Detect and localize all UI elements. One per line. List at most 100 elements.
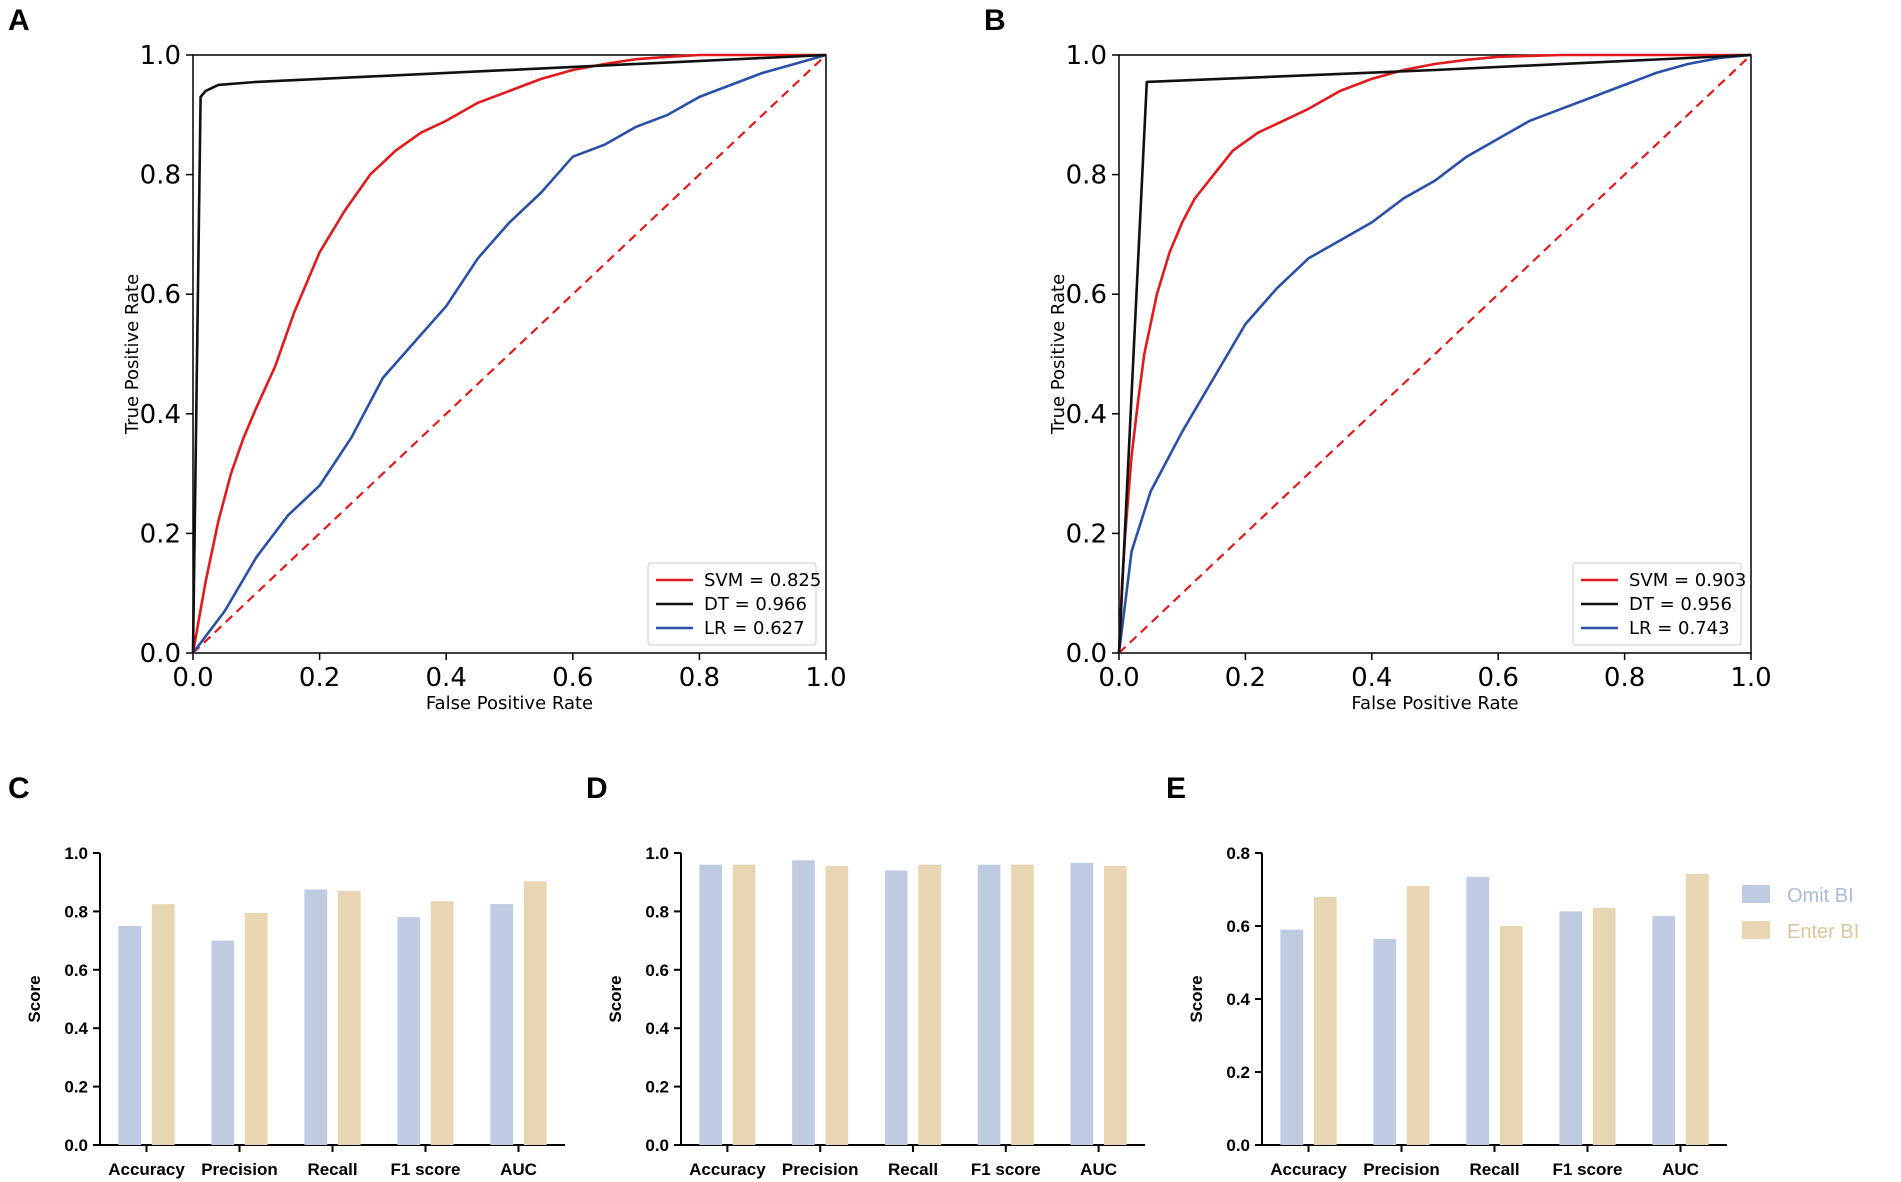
x-tick-label: 0.4: [426, 663, 467, 693]
x-tick-label: 1.0: [805, 663, 846, 693]
bar-legend: Omit BI Enter BI: [1742, 885, 1859, 943]
legend-label-lr: LR = 0.743: [1629, 618, 1730, 639]
series-line-chance: [192, 54, 827, 654]
bar-omit-bi: [118, 926, 142, 1145]
x-tick-label: F1 score: [391, 1160, 461, 1179]
bar-omit-bi: [884, 870, 908, 1145]
y-tick-label: 0.8: [140, 161, 181, 191]
y-tick-label: 0.2: [645, 1078, 669, 1097]
bar-enter-bi: [523, 881, 547, 1145]
panel-letter-d: D: [586, 772, 608, 805]
y-tick-label: 0.8: [1226, 844, 1250, 863]
bar-omit-bi: [792, 860, 815, 1145]
x-tick-label: 0.0: [172, 663, 213, 693]
series-line-chance: [1118, 54, 1752, 654]
bar-enter-bi: [151, 904, 175, 1145]
x-tick-label: 1.0: [1730, 663, 1771, 693]
x-tick-label: Accuracy: [689, 1160, 766, 1179]
legend-label-enter-bi: Enter BI: [1787, 921, 1859, 943]
panel-letter-a: A: [8, 4, 30, 37]
x-tick-label: AUC: [1662, 1160, 1699, 1179]
bar-chart-e: 0.0 0.2 0.4 0.6 0.8 Score Accuracy Precision Rec…: [1187, 844, 1727, 1179]
bar-enter-bi: [1499, 926, 1523, 1145]
y-tick-label: 1.0: [1066, 41, 1107, 71]
legend-label-svm: SVM = 0.825: [704, 570, 821, 591]
x-tick-label: F1 score: [1553, 1160, 1623, 1179]
legend-label-dt: DT = 0.956: [1629, 594, 1732, 615]
y-tick-label: 1.0: [64, 844, 88, 863]
y-tick-label: 1.0: [140, 41, 181, 71]
x-tick-label: 0.2: [299, 663, 340, 693]
x-tick-label: F1 score: [971, 1160, 1041, 1179]
legend-box: [1572, 562, 1742, 646]
panel-letter-e: E: [1166, 772, 1186, 805]
bar-chart-d: 0.0 0.2 0.4 0.6 0.8 1.0 Score Accuracy Precision…: [606, 844, 1145, 1179]
y-tick-label: 0.2: [64, 1078, 88, 1097]
y-tick-label: 0.4: [64, 1019, 88, 1038]
y-tick-label: 0.6: [1226, 917, 1250, 936]
y-tick-label: 0.8: [645, 902, 669, 921]
legend-swatch-enter-bi: [1742, 921, 1770, 939]
series-line-svm: [1117, 53, 1751, 654]
panel-letter-c: C: [8, 772, 30, 805]
legend-label-svm: SVM = 0.903: [1629, 570, 1746, 591]
bar-enter-bi: [825, 866, 849, 1145]
bar-enter-bi: [732, 864, 756, 1145]
bar-enter-bi: [244, 912, 268, 1145]
x-tick-label: Recall: [1469, 1160, 1519, 1179]
bar-enter-bi: [1685, 873, 1709, 1145]
bar-omit-bi: [397, 917, 421, 1145]
x-tick-label: Precision: [1363, 1160, 1440, 1179]
legend-label-lr: LR = 0.627: [704, 618, 805, 639]
panel-letter-b: B: [984, 4, 1006, 37]
x-tick-label: AUC: [1080, 1160, 1117, 1179]
y-tick-label: 0.2: [140, 519, 181, 549]
x-tick-label: Accuracy: [108, 1160, 185, 1179]
bar-omit-bi: [699, 864, 722, 1145]
y-axis-label: Score: [25, 975, 44, 1022]
x-tick-label: 0.0: [1098, 663, 1139, 693]
bar-enter-bi: [1011, 864, 1034, 1145]
bar-omit-bi: [1373, 938, 1397, 1145]
bar-enter-bi: [1103, 865, 1127, 1145]
series-line-dt: [191, 53, 827, 654]
bar-chart-c: 0.0 0.2 0.4 0.6 0.8 1.0 Score Accuracy Precision…: [25, 844, 565, 1179]
y-tick-label: 0.6: [645, 961, 669, 980]
x-tick-label: 0.8: [1604, 663, 1645, 693]
y-tick-label: 1.0: [645, 844, 669, 863]
y-axis-label: Score: [606, 975, 625, 1022]
y-tick-label: 0.4: [1226, 990, 1250, 1009]
y-tick-label: 0.2: [1066, 519, 1107, 549]
bar-omit-bi: [1070, 862, 1094, 1145]
series-line-svm: [191, 53, 826, 654]
roc-chart-b: 0.0 0.2 0.4 0.6 0.8 1.0 0.0 0.2 0.4 0.6 0.8 1.0 Fals…: [1048, 41, 1772, 714]
bar-omit-bi: [304, 889, 328, 1145]
legend-box: [647, 562, 817, 646]
y-tick-label: 0.0: [140, 639, 181, 669]
bar-enter-bi: [430, 901, 454, 1145]
y-axis-label: True Positive Rate: [1048, 274, 1069, 435]
bar-enter-bi: [918, 864, 941, 1145]
y-tick-label: 0.6: [64, 961, 88, 980]
x-tick-label: Precision: [201, 1160, 278, 1179]
bar-omit-bi: [1466, 876, 1490, 1145]
y-tick-label: 0.8: [1066, 161, 1107, 191]
y-axis-label: True Positive Rate: [122, 274, 143, 435]
bar-omit-bi: [1280, 929, 1304, 1145]
y-tick-label: 0.0: [1226, 1136, 1250, 1155]
x-tick-label: 0.8: [679, 663, 720, 693]
bar-enter-bi: [1592, 907, 1616, 1146]
x-tick-label: Recall: [888, 1160, 938, 1179]
y-tick-label: 0.6: [1066, 280, 1107, 310]
bar-omit-bi: [211, 940, 235, 1145]
y-tick-label: 0.4: [1066, 400, 1107, 430]
bar-omit-bi: [490, 904, 514, 1145]
x-tick-label: Recall: [307, 1160, 357, 1179]
bar-enter-bi: [337, 891, 361, 1145]
y-tick-label: 0.4: [645, 1019, 669, 1038]
y-tick-label: 0.0: [645, 1136, 669, 1155]
x-tick-label: 0.4: [1351, 663, 1392, 693]
bar-enter-bi: [1313, 896, 1337, 1145]
y-tick-label: 0.4: [140, 400, 181, 430]
